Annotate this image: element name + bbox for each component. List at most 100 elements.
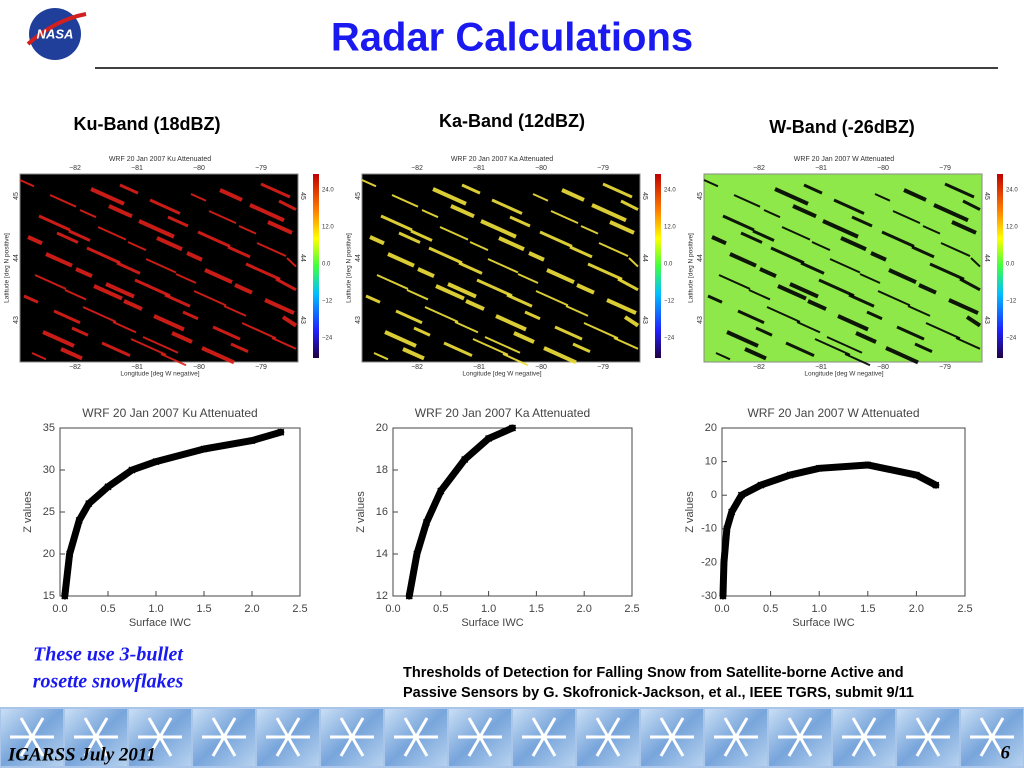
map-y-tick: 44: [697, 254, 704, 262]
map-streak: [959, 277, 981, 292]
map-panel: WRF 20 Jan 2007 Ka Attenuated 24.0 12.0 0.0…: [346, 156, 677, 378]
map-streak: [380, 214, 413, 232]
map-streak: [476, 278, 513, 298]
y-tick-label: 15: [43, 590, 55, 602]
band-label: Ku-Band (18dBZ): [74, 114, 221, 134]
map-streak: [472, 338, 509, 356]
map-streak: [539, 230, 573, 248]
map-streak: [833, 198, 865, 215]
map-streak: [286, 257, 297, 268]
map-streak: [387, 252, 415, 268]
map-streak: [264, 298, 295, 315]
map-streak: [208, 210, 237, 225]
point: [737, 491, 745, 499]
citation-line: Passive Sensors by G. Skofronick-Jackson…: [403, 685, 914, 701]
map-streak: [42, 330, 75, 348]
map-streak: [458, 261, 483, 275]
map-x-tick: −81: [815, 364, 827, 371]
map-streak: [826, 336, 863, 354]
map-streak: [703, 179, 719, 188]
map-streak: [413, 326, 431, 337]
map-streak: [249, 203, 285, 223]
snowflake: [202, 717, 246, 757]
map-streak: [384, 330, 417, 348]
map-streak: [888, 268, 917, 284]
map-streak: [402, 347, 425, 361]
map-x-tick: −82: [69, 364, 81, 371]
map-streak: [748, 289, 771, 301]
map-streak: [56, 231, 79, 244]
map-streak: [491, 198, 523, 215]
map-streak: [219, 188, 243, 202]
map-streak: [859, 273, 881, 284]
map-streak: [617, 277, 639, 292]
map-streak: [495, 314, 527, 332]
point: [437, 487, 445, 495]
snowflake-arm: [275, 717, 301, 757]
colorbar: [655, 174, 661, 358]
map-streak: [175, 273, 197, 284]
map-x-label: Longitude [deg W negative]: [462, 371, 541, 378]
map-streak: [238, 225, 257, 235]
snowflake: [394, 717, 438, 757]
map-streak: [53, 309, 81, 325]
colorbar-label: −12: [322, 299, 333, 305]
point: [719, 592, 727, 600]
map-x-tick: −79: [597, 165, 609, 172]
map-y-tick: 43: [697, 316, 704, 324]
band-label: Ka-Band (12dBZ): [439, 111, 585, 131]
map-streak: [565, 305, 589, 317]
map-streak: [737, 309, 765, 325]
map-streak: [752, 229, 775, 242]
map-y-label: Latitude [deg N positive]: [688, 233, 695, 303]
map-streak: [528, 251, 545, 262]
point: [61, 592, 69, 600]
y-axis-label: Z values: [355, 491, 367, 533]
map-streak: [31, 352, 47, 361]
map-streak: [572, 342, 591, 354]
map-streak: [365, 294, 381, 304]
map-streak: [948, 298, 979, 315]
map-streak: [130, 338, 167, 356]
map-y-tick: 45: [641, 192, 648, 200]
map-streak: [156, 236, 183, 252]
map-streak: [796, 321, 821, 334]
map-y-tick: 45: [983, 192, 990, 200]
logo-text: NASA: [37, 26, 74, 41]
map-streak: [907, 305, 931, 317]
y-tick-label: 12: [376, 590, 388, 602]
map-streak: [75, 267, 93, 279]
point: [864, 461, 872, 469]
map-streak: [881, 230, 915, 248]
point: [200, 445, 208, 453]
footer-event: IGARSS July 2011: [7, 744, 156, 765]
x-tick-label: 0.5: [433, 603, 448, 615]
map-streak: [68, 229, 91, 242]
map-streak: [97, 226, 127, 241]
map-streak: [744, 347, 767, 361]
map-streak: [101, 341, 131, 357]
point: [66, 550, 74, 558]
page-number: 6: [1001, 742, 1011, 763]
map-streak: [369, 235, 385, 246]
map-x-tick: −80: [535, 364, 547, 371]
map-streak: [623, 315, 640, 328]
map-streak: [506, 293, 533, 308]
map-streak: [576, 283, 595, 295]
map-y-tick: 45: [13, 192, 20, 200]
map-x-tick: −79: [255, 165, 267, 172]
map-streak: [498, 236, 525, 252]
snowflake: [10, 717, 54, 757]
y-axis-label: Z values: [22, 491, 34, 533]
map-x-tick: −79: [939, 364, 951, 371]
map-streak: [116, 261, 141, 275]
x-axis-label: Surface IWC: [461, 617, 523, 629]
map-streak: [870, 251, 887, 262]
x-tick-label: 1.0: [812, 603, 827, 615]
y-tick-label: 18: [376, 464, 388, 476]
y-tick-label: 20: [43, 548, 55, 560]
map-streak: [108, 204, 133, 219]
colorbar-label: 12.0: [664, 225, 676, 231]
y-tick-label: -20: [701, 556, 717, 568]
